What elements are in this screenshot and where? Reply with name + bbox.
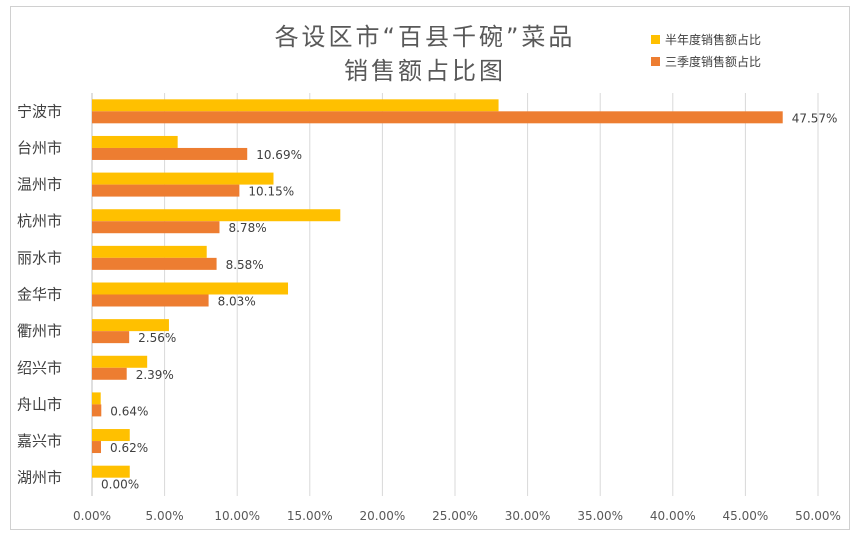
data-label: 10.69% [256, 148, 302, 162]
bar-third-quarter [92, 147, 248, 160]
x-tick-label: 50.00% [795, 509, 841, 523]
data-label: 0.62% [110, 441, 148, 455]
bar-half-year [92, 355, 148, 368]
bar-half-year [92, 245, 207, 258]
x-tick-label: 30.00% [505, 509, 551, 523]
category-label: 衢州市 [17, 322, 62, 340]
data-label: 0.00% [101, 478, 139, 492]
bar-third-quarter [92, 331, 130, 344]
bar-third-quarter [92, 404, 102, 417]
bar-half-year [92, 135, 178, 148]
category-label: 湖州市 [17, 469, 62, 487]
x-tick-label: 0.00% [73, 509, 111, 523]
data-label: 8.58% [226, 258, 264, 272]
chart-title-line-1: 各设区市“百县千碗”菜品 [274, 23, 576, 51]
x-tick-label: 45.00% [723, 509, 769, 523]
x-tick-label: 5.00% [146, 509, 184, 523]
bar-half-year [92, 209, 341, 222]
data-label: 47.57% [792, 111, 838, 125]
bar-half-year [92, 172, 274, 185]
bar-third-quarter [92, 221, 220, 234]
legend-swatch-half-year [651, 34, 660, 44]
bar-half-year [92, 282, 289, 295]
legend-label-third-quarter: 三季度销售额占比 [665, 54, 762, 69]
category-label: 嘉兴市 [17, 432, 62, 450]
x-tick-label: 10.00% [214, 509, 260, 523]
data-label: 8.03% [218, 295, 256, 309]
bar-half-year [92, 99, 499, 112]
category-label: 舟山市 [17, 395, 62, 413]
bar-half-year [92, 392, 101, 405]
bar-third-quarter [92, 294, 209, 307]
bar-half-year [92, 319, 169, 332]
data-label: 0.64% [110, 404, 148, 418]
x-tick-label: 15.00% [287, 509, 333, 523]
data-label: 2.56% [138, 331, 176, 345]
category-label: 绍兴市 [17, 359, 62, 377]
category-label: 丽水市 [17, 249, 62, 267]
chart-title-line-2: 销售额占比图 [344, 57, 506, 85]
category-label: 台州市 [17, 139, 62, 157]
x-tick-label: 20.00% [360, 509, 406, 523]
bar-third-quarter [92, 441, 102, 454]
category-label: 温州市 [17, 176, 62, 194]
x-tick-label: 40.00% [650, 509, 696, 523]
x-tick-label: 25.00% [432, 509, 478, 523]
chart-title: 各设区市“百县千碗”菜品 销售额占比图 [240, 20, 610, 88]
bar-third-quarter [92, 111, 783, 124]
legend-item-third-quarter: 三季度销售额占比 [651, 50, 761, 72]
data-label: 2.39% [136, 368, 174, 382]
bar-half-year [92, 429, 130, 442]
category-label: 杭州市 [17, 212, 62, 230]
bar-third-quarter [92, 257, 217, 270]
x-tick-label: 35.00% [577, 509, 623, 523]
chart-legend: 半年度销售额占比 三季度销售额占比 [651, 28, 761, 72]
data-label: 8.78% [228, 221, 266, 235]
category-label: 宁波市 [17, 102, 62, 120]
legend-swatch-third-quarter [651, 56, 660, 66]
bar-third-quarter [92, 367, 127, 380]
data-label: 10.15% [248, 185, 294, 199]
bar-third-quarter [92, 184, 240, 197]
legend-label-half-year: 半年度销售额占比 [665, 32, 762, 47]
category-label: 金华市 [17, 286, 62, 304]
legend-item-half-year: 半年度销售额占比 [651, 28, 761, 50]
bar-half-year [92, 465, 130, 478]
